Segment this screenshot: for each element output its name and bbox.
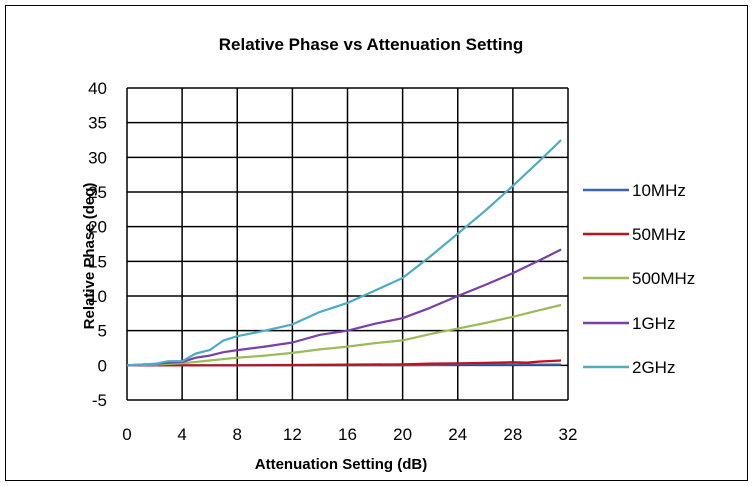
series-line-2ghz [126, 139, 562, 367]
x-tick-label: 24 [448, 425, 467, 444]
chart-title: Relative Phase vs Attenuation Setting [219, 35, 524, 54]
y-tick-label: 40 [88, 79, 107, 98]
y-tick-label: 0 [98, 356, 107, 375]
y-tick-label: -5 [92, 391, 107, 410]
grid [126, 87, 569, 401]
x-tick-label: 0 [122, 425, 131, 444]
x-axis-label: Attenuation Setting (dB) [255, 456, 427, 473]
y-tick-label: 20 [88, 218, 107, 237]
y-tick-label: 10 [88, 287, 107, 306]
legend-label-500mhz: 500MHz [632, 269, 695, 288]
x-tick-label: 12 [283, 425, 302, 444]
legend: 10MHz 50MHz 500MHz 1GHz 2GHz [583, 181, 695, 377]
x-tick-label: 32 [559, 425, 578, 444]
legend-label-10mhz: 10MHz [632, 181, 686, 200]
x-tick-label: 16 [338, 425, 357, 444]
y-tick-label: 5 [98, 322, 107, 341]
y-tick-label: 15 [88, 252, 107, 271]
x-tick-label: 4 [177, 425, 186, 444]
y-tick-label: 30 [88, 148, 107, 167]
series-line-50mhz [127, 359, 562, 367]
y-tick-label: 25 [88, 183, 107, 202]
x-tick-labels: 0 4 8 12 16 20 24 28 32 [122, 425, 577, 444]
series-line-500mhz [126, 303, 562, 367]
y-tick-label: 35 [88, 114, 107, 133]
chart-frame [5, 5, 748, 481]
y-axis-label: Relative Phase (deg) [81, 183, 98, 330]
legend-label-2ghz: 2GHz [632, 358, 675, 377]
x-tick-label: 28 [503, 425, 522, 444]
x-tick-label: 8 [233, 425, 242, 444]
x-tick-label: 20 [393, 425, 412, 444]
legend-label-50mhz: 50MHz [632, 225, 686, 244]
y-tick-labels: -5 0 5 10 15 20 25 30 35 40 [88, 79, 107, 410]
series-line-1ghz [126, 248, 562, 367]
series-lines [126, 139, 562, 367]
legend-label-1ghz: 1GHz [632, 314, 675, 333]
